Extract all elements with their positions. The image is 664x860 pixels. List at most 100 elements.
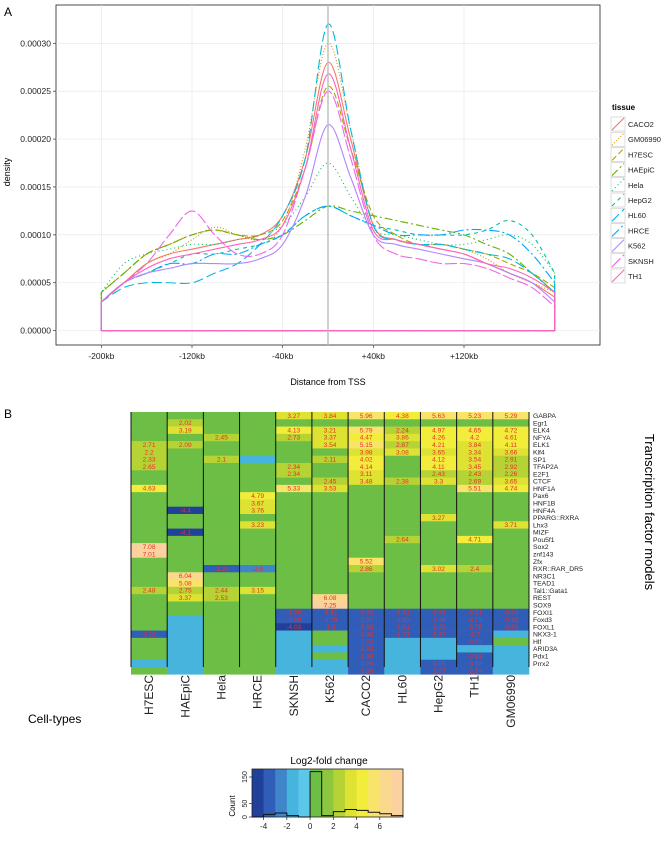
heatmap-cell	[456, 426, 494, 435]
heatmap-cell	[275, 601, 313, 610]
heatmap-cell	[311, 492, 349, 500]
heatmap-cell-value: 5.63	[432, 413, 445, 420]
heatmap-cell	[492, 426, 530, 435]
heatmap-cell	[167, 601, 204, 610]
heatmap-cell	[131, 608, 168, 617]
heatmap-cell-value: -3.53	[359, 646, 374, 653]
y-tick-label: 0.00020	[20, 134, 51, 144]
heatmap-cell	[492, 521, 530, 529]
color-key-swatch	[333, 769, 346, 817]
heatmap-cell	[167, 448, 204, 457]
heatmap-cell	[384, 659, 421, 668]
heatmap-cell	[203, 441, 240, 449]
heatmap-cell-value: 3.67	[251, 500, 264, 507]
heatmap-cell	[456, 441, 494, 449]
y-tick-label: 0.00000	[20, 326, 51, 336]
heatmap-cell	[203, 579, 240, 588]
tf-row-label: NFYA	[533, 435, 551, 442]
heatmap-cell	[203, 586, 240, 595]
heatmap-cell	[456, 470, 494, 478]
heatmap-cell	[456, 492, 494, 500]
color-key-swatch	[310, 769, 322, 817]
heatmap-cell-value: 3.71	[504, 522, 517, 529]
heatmap-cell	[239, 448, 277, 457]
heatmap-cell	[131, 667, 168, 675]
heatmap-cell	[492, 514, 530, 522]
legend-label-hepg2: HepG2	[628, 196, 652, 205]
heatmap-cell-value: -3.73	[395, 631, 410, 638]
heatmap-cell	[492, 448, 530, 457]
heatmap-cell-value: -3.51	[467, 610, 482, 617]
heatmap-cell-value: 4.71	[468, 537, 481, 544]
heatmap-cell	[275, 477, 313, 486]
legend-key-k562	[611, 239, 625, 252]
heatmap-cell	[456, 659, 494, 668]
color-key-swatch	[252, 769, 264, 817]
heatmap-cell	[348, 667, 385, 675]
cell-type-label: HAEpiC	[178, 675, 192, 718]
heatmap-cell	[456, 463, 494, 471]
heatmap-cell	[456, 535, 494, 544]
heatmap-cell-value: 3.34	[468, 449, 481, 456]
tf-row-label: REST	[533, 595, 551, 602]
heatmap-cell	[275, 463, 313, 471]
heatmap-cell	[492, 565, 530, 573]
color-key: -4 -2 0 2 4 6 0 50 150	[242, 768, 404, 831]
heatmap-cell-value: -3.99	[431, 661, 446, 668]
heatmap-cell	[384, 426, 421, 435]
heatmap-cell	[348, 616, 385, 624]
heatmap-cell	[275, 506, 313, 515]
heatmap-cell	[420, 594, 457, 602]
heatmap-cell	[384, 543, 421, 551]
heatmap-cell	[131, 514, 168, 522]
heatmap-cell	[311, 455, 349, 464]
heatmap-cell	[348, 492, 385, 500]
heatmap-cell	[492, 455, 530, 464]
heatmap-cell-value: 3.65	[504, 478, 517, 485]
legend-label-k562: K562	[628, 242, 646, 251]
heatmap-cell-value: 2.34	[287, 464, 300, 471]
heatmap-cell	[167, 659, 204, 668]
heatmap-cell	[239, 433, 277, 442]
heatmap-cell	[492, 594, 530, 602]
heatmap-cell	[167, 557, 204, 566]
heatmap-cell-value: 3.37	[324, 435, 337, 442]
heatmap-cell	[167, 463, 204, 471]
legend-title: tissue	[612, 103, 636, 112]
heatmap-cell	[348, 499, 385, 508]
heatmap-cell	[492, 419, 530, 427]
heatmap-cell	[492, 579, 530, 588]
heatmap-cell	[275, 492, 313, 500]
heatmap-cell	[420, 528, 457, 537]
heatmap-cell	[348, 514, 385, 522]
heatmap-cell	[384, 477, 421, 486]
heatmap-cell	[167, 652, 204, 661]
heatmap-cell	[420, 616, 457, 624]
heatmap-cell	[456, 455, 494, 464]
heatmap-cell-value: -3.62	[467, 639, 482, 646]
heatmap-cell	[167, 477, 204, 486]
heatmap-cell	[167, 543, 204, 551]
heatmap-cell	[311, 594, 349, 602]
legend-label-sknsh: SKNSH	[628, 257, 654, 266]
heatmap-cell	[456, 565, 494, 573]
density-legend: tissue CACO2 GM06990 H7ESC HAEpiC Hela HepG2 H…	[610, 103, 661, 284]
heatmap-cell	[456, 499, 494, 508]
heatmap-cell	[131, 550, 168, 559]
heatmap-cell-value: 2.4	[470, 566, 479, 573]
tf-row-label: Zfx	[533, 559, 543, 566]
heatmap-cell-value: 2.33	[143, 457, 156, 464]
heatmap-cell	[420, 441, 457, 449]
x-tick-label: +120kb	[450, 351, 478, 361]
heatmap-cell	[420, 637, 457, 646]
heatmap-cell	[131, 426, 168, 435]
heatmap-cell-value: 2.09	[179, 442, 192, 449]
heatmap-cell-value: 3.3	[434, 478, 443, 485]
cell-type-label: GM06990	[504, 675, 518, 728]
tf-row-label: Sox2	[533, 544, 549, 551]
heatmap-cell-value: -3.96	[431, 617, 446, 624]
heatmap-cell-value: 5.52	[360, 559, 373, 566]
heatmap-cell	[420, 630, 457, 639]
heatmap-cell-value: -3.98	[359, 624, 374, 631]
heatmap-cell	[420, 550, 457, 559]
